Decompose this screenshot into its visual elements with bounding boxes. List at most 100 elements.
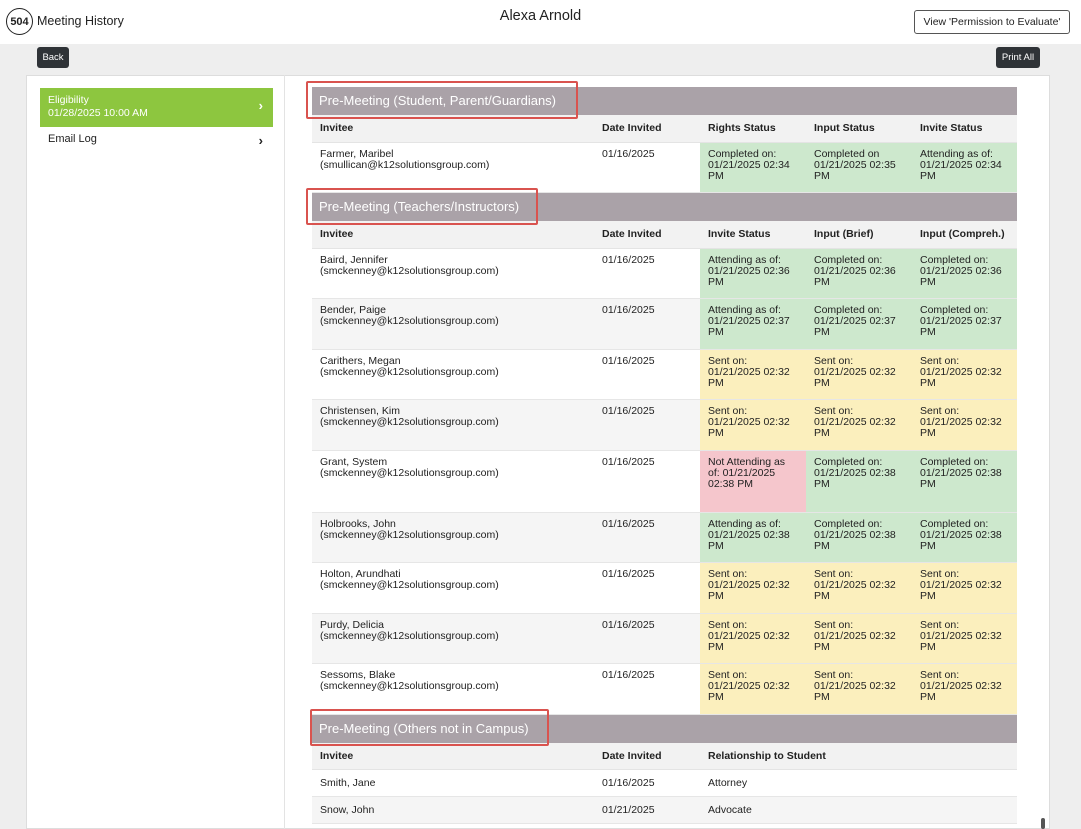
invite-status-cell: Sent on: 01/21/2025 02:32 PM [700,562,806,614]
date-invited-cell: 01/16/2025 [594,562,700,614]
input-comprehensive-cell: Sent on: 01/21/2025 02:32 PM [912,663,1017,715]
table-row: Christensen, Kim (smckenney@k12solutionsg… [312,399,1017,451]
chevron-right-icon: › [258,133,263,148]
invitee-cell: Holbrooks, John (smckenney@k12solutionsgr… [312,512,594,563]
invitee-name: Purdy, Delicia [320,618,384,631]
column-header: Invitee [312,221,594,249]
column-header: Invitee [312,742,594,770]
view-permission-button[interactable]: View 'Permission to Evaluate' [914,10,1070,34]
section-header-others: Pre-Meeting (Others not in Campus) [312,714,1017,743]
invite-status-cell: Sent on: 01/21/2025 02:32 PM [700,399,806,451]
invite-status-cell: Attending as of: 01/21/2025 02:34 PM [912,142,1017,193]
section-title: Pre-Meeting (Others not in Campus) [319,720,529,736]
invitee-cell: Christensen, Kim (smckenney@k12solutionsg… [312,399,594,451]
input-brief-cell: Sent on: 01/21/2025 02:32 PM [806,613,912,664]
date-invited-cell: 01/16/2025 [594,248,700,299]
others-table: Invitee Date Invited Relationship to Stu… [312,742,1017,824]
invitee-email: (smckenney@k12solutionsgroup.com) [320,416,499,428]
table-row: Snow, John 01/21/2025 Advocate [312,796,1017,824]
invitee-name: Snow, John [312,796,594,824]
invitee-name: Farmer, Maribel [320,147,394,160]
date-invited-cell: 01/16/2025 [594,663,700,715]
invitee-cell: Purdy, Delicia (smckenney@k12solutionsgro… [312,613,594,664]
chevron-right-icon: › [258,98,263,113]
input-brief-cell: Sent on: 01/21/2025 02:32 PM [806,663,912,715]
input-brief-cell: Sent on: 01/21/2025 02:32 PM [806,399,912,451]
invite-status-cell: Attending as of: 01/21/2025 02:37 PM [700,298,806,350]
column-header: Input Status [806,115,912,143]
invitee-cell: Grant, System (smckenney@k12solutionsgrou… [312,450,594,513]
section-504-logo: 504 [6,8,33,35]
input-brief-cell: Sent on: 01/21/2025 02:32 PM [806,349,912,400]
sidebar-item-eligibility[interactable]: Eligibility 01/28/2025 10:00 AM › [40,88,273,127]
input-brief-cell: Completed on: 01/21/2025 02:37 PM [806,298,912,350]
date-invited-cell: 01/16/2025 [594,450,700,513]
invitee-name: Grant, System [320,455,388,468]
student-parent-table: Invitee Date Invited Rights Status Input… [312,115,1017,193]
column-header: Date Invited [594,742,700,770]
table-row: Holton, Arundhati (smckenney@k12solutions… [312,562,1017,614]
input-brief-cell: Completed on: 01/21/2025 02:36 PM [806,248,912,299]
scrollbar-thumb[interactable] [1041,818,1045,829]
invitee-email: (smckenney@k12solutionsgroup.com) [320,315,499,327]
column-header: Date Invited [594,115,700,143]
invite-status-cell: Sent on: 01/21/2025 02:32 PM [700,613,806,664]
invite-status-cell: Sent on: 01/21/2025 02:32 PM [700,349,806,400]
invite-status-cell: Not Attending as of: 01/21/2025 02:38 PM [700,450,806,513]
sidebar-item-label: Eligibility [48,94,89,106]
table-row: Purdy, Delicia (smckenney@k12solutionsgro… [312,613,1017,664]
date-invited-cell: 01/16/2025 [594,349,700,400]
invitee-name: Baird, Jennifer [320,253,388,266]
sidebar-item-email-log[interactable]: Email Log › [40,130,273,152]
invitee-name: Bender, Paige [320,304,386,316]
date-invited-cell: 01/16/2025 [594,298,700,350]
page-title: Meeting History [37,14,124,28]
invitee-email: (smckenney@k12solutionsgroup.com) [320,528,499,541]
invitee-name: Smith, Jane [312,769,594,797]
table-row: Baird, Jennifer (smckenney@k12solutionsgr… [312,248,1017,299]
sidebar-item-date: 01/28/2025 10:00 AM [48,107,148,119]
column-header: Rights Status [700,115,806,143]
table-row: Farmer, Maribel (smullican@k12solutionsgr… [312,142,1017,193]
table-row: Smith, Jane 01/16/2025 Attorney [312,769,1017,797]
input-brief-cell: Completed on: 01/21/2025 02:38 PM [806,512,912,563]
top-bar: 504 Meeting History Alexa Arnold View 'P… [0,0,1081,44]
input-comprehensive-cell: Sent on: 01/21/2025 02:32 PM [912,613,1017,664]
invitee-name: Holton, Arundhati [320,568,401,580]
invitee-name: Holbrooks, John [320,517,396,530]
invite-status-cell: Attending as of: 01/21/2025 02:38 PM [700,512,806,563]
input-brief-cell: Completed on: 01/21/2025 02:38 PM [806,450,912,513]
invitee-email: (smckenney@k12solutionsgroup.com) [320,629,499,642]
table-row: Holbrooks, John (smckenney@k12solutionsgr… [312,512,1017,563]
date-invited-cell: 01/16/2025 [594,142,700,193]
invite-status-cell: Sent on: 01/21/2025 02:32 PM [700,663,806,715]
invitee-name: Carithers, Megan [320,354,401,367]
column-header: Invite Status [700,221,806,249]
date-invited-cell: 01/16/2025 [594,512,700,563]
relationship-cell: Advocate [700,796,1017,824]
table-row: Carithers, Megan (smckenney@k12solutionsg… [312,349,1017,400]
section-title: Pre-Meeting (Student, Parent/Guardians) [319,93,557,108]
table-row: Bender, Paige (smckenney@k12solutionsgrou… [312,298,1017,350]
input-comprehensive-cell: Sent on: 01/21/2025 02:32 PM [912,399,1017,451]
date-invited-cell: 01/21/2025 [594,796,700,824]
invitee-email: (smckenney@k12solutionsgroup.com) [320,466,499,479]
table-row: Sessoms, Blake (smckenney@k12solutionsgro… [312,663,1017,715]
invitee-name: Christensen, Kim [320,405,400,417]
column-header: Date Invited [594,221,700,249]
invitee-email: (smckenney@k12solutionsgroup.com) [320,579,499,591]
teachers-table: Invitee Date Invited Invite Status Input… [312,221,1017,715]
input-status-cell: Completed on 01/21/2025 02:35 PM [806,142,912,193]
date-invited-cell: 01/16/2025 [594,613,700,664]
date-invited-cell: 01/16/2025 [594,399,700,451]
column-header: Invite Status [912,115,1017,143]
print-all-button[interactable]: Print All [996,47,1040,68]
back-button[interactable]: Back [37,47,69,68]
invitee-cell: Sessoms, Blake (smckenney@k12solutionsgro… [312,663,594,715]
date-invited-cell: 01/16/2025 [594,769,700,797]
invitee-email: (smckenney@k12solutionsgroup.com) [320,680,499,692]
input-comprehensive-cell: Completed on: 01/21/2025 02:36 PM [912,248,1017,299]
invitee-email: (smckenney@k12solutionsgroup.com) [320,365,499,378]
input-comprehensive-cell: Completed on: 01/21/2025 02:37 PM [912,298,1017,350]
column-header: Input (Compreh.) [912,221,1017,249]
